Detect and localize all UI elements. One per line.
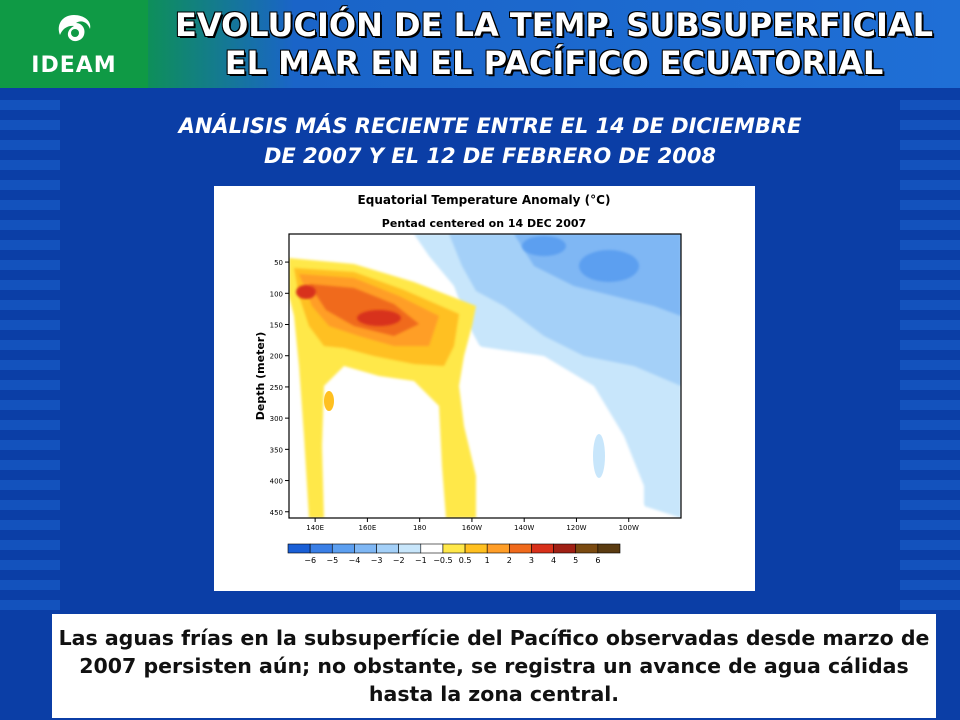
- x-tick-label: 180: [413, 524, 426, 532]
- colorbar-label: 6: [595, 556, 600, 565]
- y-tick-label: 150: [270, 322, 283, 330]
- colorbar-label: 1: [485, 556, 490, 565]
- y-tick-label: 100: [270, 290, 283, 298]
- y-tick-label: 400: [270, 478, 283, 486]
- colorbar-label: −1: [415, 556, 427, 565]
- colorbar-label: −0.5: [433, 556, 452, 565]
- colorbar-label: 0.5: [459, 556, 472, 565]
- x-tick-label: 160W: [462, 524, 482, 532]
- x-tick-label: 120W: [566, 524, 586, 532]
- colorbar-label: 4: [551, 556, 556, 565]
- colorbar-label: −6: [304, 556, 316, 565]
- ideam-logo: IDEAM: [0, 0, 148, 88]
- colorbar-label: 5: [573, 556, 578, 565]
- colorbar-label: 3: [529, 556, 534, 565]
- colorbar-swatch: [464, 543, 488, 554]
- colorbar-swatch: [597, 543, 621, 554]
- colorbar-swatch: [486, 543, 510, 554]
- colorbar-swatch: [509, 543, 532, 554]
- cold-core-east: [579, 250, 639, 282]
- colorbar-swatch: [553, 543, 577, 554]
- colorbar: −6 −5 −4 −3 −2 −1 −0.5 0.5 1 2 3 4 5 6: [287, 543, 621, 565]
- colorbar-swatch: [309, 543, 333, 554]
- colorbar-swatch: [531, 543, 554, 554]
- chart-panel: Equatorial Temperature Anomaly (°C) Pent…: [214, 186, 755, 591]
- warm-core: [357, 310, 401, 326]
- colorbar-swatch: [331, 543, 355, 554]
- colorbar-swatch: [442, 543, 466, 554]
- colorbar-label: −3: [371, 556, 383, 565]
- caption-text: Las aguas frías en la subsuperfície del …: [58, 626, 930, 706]
- colorbar-swatch: [420, 543, 444, 554]
- cold-core-surface: [522, 236, 566, 256]
- colorbar-swatch: [575, 543, 599, 554]
- chart-subtitle: Pentad centered on 14 DEC 2007: [382, 217, 586, 230]
- y-tick-label: 300: [270, 415, 283, 423]
- cold-patch-deep: [593, 434, 605, 478]
- subtitle-line-2: DE 2007 Y EL 12 DE FEBRERO DE 2008: [263, 144, 717, 168]
- y-axis-label: Depth (meter): [254, 332, 267, 421]
- logo-text: IDEAM: [31, 52, 117, 78]
- colorbar-swatch: [287, 543, 311, 554]
- colorbar-label: 2: [507, 556, 512, 565]
- y-tick-label: 250: [270, 384, 283, 392]
- colorbar-swatch: [398, 543, 422, 554]
- y-tick-label: 50: [274, 259, 283, 267]
- colorbar-swatch: [376, 543, 399, 554]
- y-tick-label: 200: [270, 353, 283, 361]
- temperature-anomaly-chart: Equatorial Temperature Anomaly (°C) Pent…: [254, 193, 682, 565]
- page-title-line-1: EVOLUCIÓN DE LA TEMP. SUBSUPERFICIAL: [175, 6, 933, 44]
- header-band: [148, 0, 960, 88]
- colorbar-label: −4: [349, 556, 361, 565]
- y-tick-label: 450: [270, 509, 283, 517]
- subtitle-line-1: ANÁLISIS MÁS RECIENTE ENTRE EL 14 DE DIC…: [178, 114, 802, 138]
- y-tick-label: 350: [270, 446, 283, 454]
- chart-title: Equatorial Temperature Anomaly (°C): [358, 193, 611, 207]
- warm-patch-deep: [324, 391, 334, 411]
- anomaly-field: [289, 234, 681, 518]
- x-tick-label: 140W: [514, 524, 534, 532]
- plot-frame: [288, 233, 682, 519]
- colorbar-label: −5: [326, 556, 338, 565]
- x-tick-label: 100W: [619, 524, 639, 532]
- caption-box: Las aguas frías en la subsuperfície del …: [52, 614, 936, 718]
- warm-core-west: [296, 285, 316, 299]
- ideam-swirl-icon: [58, 14, 91, 41]
- colorbar-swatch: [354, 543, 377, 554]
- x-axis: 140E 160E 180 160W 140W 120W 100W: [306, 518, 639, 532]
- x-tick-label: 160E: [359, 524, 377, 532]
- y-axis: 50 100 150 200 250 300 350 400 450: [270, 259, 289, 517]
- colorbar-label: −2: [393, 556, 405, 565]
- page-title-line-2: EL MAR EN EL PACÍFICO ECUATORIAL: [224, 44, 884, 82]
- x-tick-label: 140E: [306, 524, 324, 532]
